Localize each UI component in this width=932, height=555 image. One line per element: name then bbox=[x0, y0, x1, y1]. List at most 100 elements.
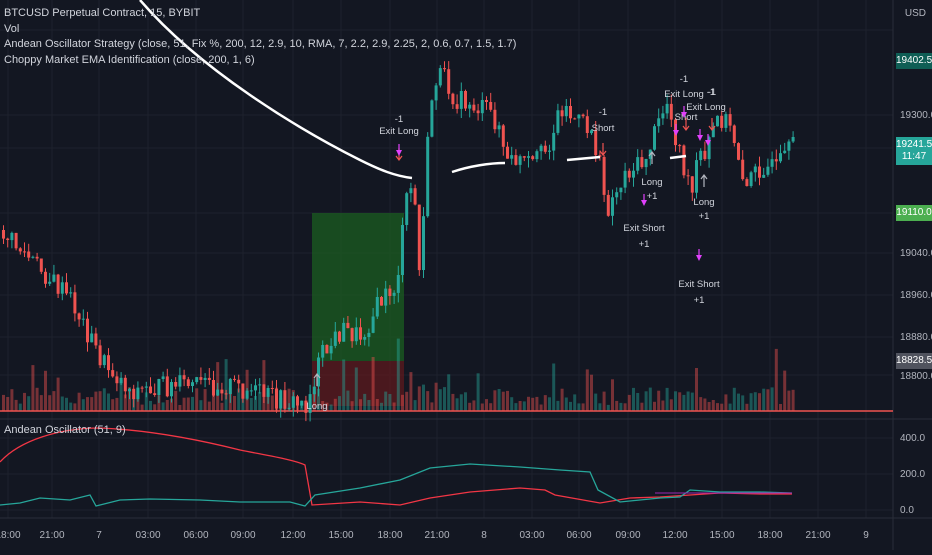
volume-bar bbox=[430, 402, 434, 411]
strategy-label[interactable]: Andean Oscillator Strategy (close, 51, F… bbox=[4, 38, 517, 50]
candle-body bbox=[716, 115, 719, 127]
volume-bar bbox=[518, 401, 522, 411]
candle-body bbox=[749, 172, 753, 186]
candle-body bbox=[451, 93, 455, 105]
candle-body bbox=[447, 69, 451, 94]
candle-body bbox=[304, 400, 308, 413]
oscillator-tick-label: 400.0 bbox=[900, 433, 925, 444]
volume-bar bbox=[753, 392, 757, 411]
volume-bar bbox=[493, 390, 497, 411]
time-tick-label: 09:00 bbox=[615, 530, 640, 541]
price-tick-label: 19300.0 bbox=[900, 110, 932, 121]
candle-body bbox=[468, 104, 472, 109]
candle-body bbox=[165, 376, 169, 397]
candle-body bbox=[119, 377, 123, 384]
candle-body bbox=[254, 385, 257, 391]
candle-body bbox=[581, 114, 585, 117]
candle-body bbox=[329, 345, 333, 354]
oscillator-bear-line bbox=[0, 427, 792, 506]
candle-body bbox=[426, 136, 430, 217]
time-tick-label: 12:00 bbox=[280, 530, 305, 541]
volume-bar bbox=[237, 388, 241, 411]
candle-body bbox=[758, 166, 761, 178]
candle-body bbox=[6, 238, 10, 240]
ema-indicator-label[interactable]: Choppy Market EMA Identification (close,… bbox=[4, 53, 255, 66]
volume-bar bbox=[699, 397, 703, 411]
candle-body bbox=[2, 230, 5, 239]
oscillator-legend[interactable]: Andean Oscillator (51, 9) bbox=[4, 424, 126, 436]
volume-bar bbox=[585, 369, 589, 411]
volume-bar bbox=[165, 400, 169, 411]
volume-label[interactable]: Vol bbox=[4, 22, 20, 35]
volume-bar bbox=[354, 367, 358, 411]
volume-bar bbox=[199, 400, 203, 411]
volume-bar bbox=[573, 394, 577, 411]
oscillator-bull-line bbox=[0, 463, 793, 507]
candle-body bbox=[653, 126, 656, 150]
candle-body bbox=[128, 388, 131, 392]
candle-body bbox=[144, 386, 148, 388]
volume-bar bbox=[485, 399, 488, 411]
symbol-title[interactable]: BTCUSD Perpetual Contract, 15, BYBIT bbox=[4, 7, 201, 19]
volume-bar bbox=[98, 391, 102, 411]
candle-body bbox=[560, 110, 564, 117]
volume-bar bbox=[178, 405, 182, 411]
candle-body bbox=[770, 159, 774, 167]
volume-bar bbox=[615, 400, 619, 411]
volume-bar bbox=[405, 391, 409, 411]
volume-bar bbox=[94, 391, 98, 411]
candle-body bbox=[573, 118, 577, 120]
volume-bar bbox=[417, 386, 421, 411]
candle-body bbox=[220, 389, 224, 394]
ema-line-segment bbox=[139, 0, 413, 180]
volume-bar bbox=[195, 388, 199, 411]
candle-body bbox=[14, 232, 18, 249]
time-tick-label: 03:00 bbox=[519, 530, 544, 541]
volume-bar bbox=[23, 392, 26, 411]
candle-body bbox=[737, 143, 740, 160]
candle-body bbox=[787, 141, 791, 151]
oscillator-tick-label: 0.0 bbox=[900, 505, 914, 516]
currency-label: USD bbox=[904, 8, 926, 19]
candle-body bbox=[233, 378, 236, 380]
candle-body bbox=[388, 288, 392, 296]
volume-bar bbox=[564, 397, 568, 411]
candle-body bbox=[44, 271, 47, 284]
candle-body bbox=[543, 145, 547, 152]
candle-body bbox=[766, 166, 770, 175]
candle-body bbox=[762, 174, 766, 178]
candle-body bbox=[401, 225, 404, 275]
candle-body bbox=[695, 160, 698, 193]
candle-body bbox=[506, 146, 509, 159]
candle-body bbox=[455, 104, 459, 109]
ema-price-label: 19110.0 bbox=[896, 205, 932, 221]
candle-body bbox=[686, 175, 690, 177]
volume-bar bbox=[258, 392, 262, 411]
volume-bar bbox=[56, 377, 60, 411]
time-tick-label: 12:00 bbox=[662, 530, 687, 541]
candle-body bbox=[510, 155, 514, 159]
volume-bar bbox=[644, 391, 648, 411]
trade-annotation: Short bbox=[675, 112, 698, 123]
volume-bar bbox=[375, 399, 379, 411]
trade-annotation: -1 bbox=[395, 114, 403, 125]
candle-body bbox=[661, 113, 665, 119]
candle-body bbox=[791, 137, 795, 142]
candle-body bbox=[123, 377, 127, 392]
signal-arrow bbox=[708, 118, 716, 131]
candle-body bbox=[438, 68, 442, 86]
candle-body bbox=[182, 375, 186, 380]
time-tick-label: 21:00 bbox=[805, 530, 830, 541]
volume-bar bbox=[594, 393, 598, 411]
volume-bar bbox=[86, 397, 89, 411]
volume-bar bbox=[665, 387, 669, 411]
candle-body bbox=[195, 377, 199, 383]
candle-body bbox=[636, 157, 640, 171]
volume-bar bbox=[548, 397, 551, 411]
volume-bar bbox=[720, 403, 724, 411]
volume-bar bbox=[506, 390, 509, 411]
candle-body bbox=[56, 274, 60, 294]
